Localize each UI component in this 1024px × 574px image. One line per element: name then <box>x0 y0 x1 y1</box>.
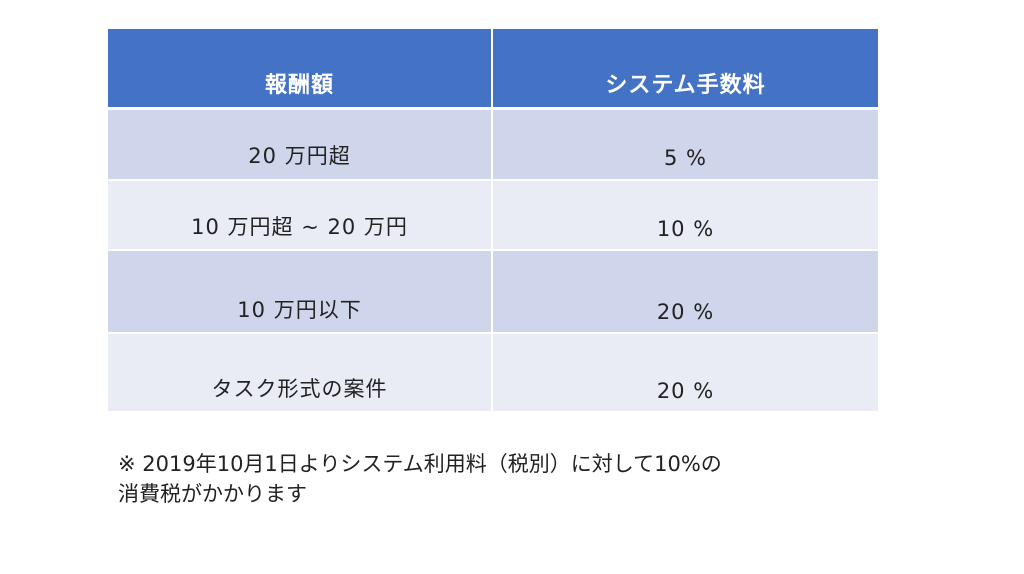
header-amount: 報酬額 <box>108 29 491 107</box>
table-header-row: 報酬額 システム手数料 <box>108 29 878 110</box>
table-row: 10 万円以下 20 % <box>108 251 878 334</box>
amount-cell: 20 万円超 <box>108 110 491 179</box>
fee-cell: 10 % <box>491 181 878 249</box>
fee-cell: 20 % <box>491 334 878 411</box>
tax-note-line-2: 消費税がかかります <box>118 482 307 506</box>
table-row: タスク形式の案件 20 % <box>108 334 878 411</box>
amount-cell: 10 万円超 ~ 20 万円 <box>108 181 491 249</box>
table-row: 20 万円超 5 % <box>108 110 878 181</box>
header-system-fee: システム手数料 <box>491 29 878 107</box>
fee-cell: 20 % <box>491 251 878 332</box>
table-row: 10 万円超 ~ 20 万円 10 % <box>108 181 878 251</box>
amount-cell: 10 万円以下 <box>108 251 491 332</box>
fee-table: 報酬額 システム手数料 20 万円超 5 % 10 万円超 ~ 20 万円 10… <box>108 29 878 411</box>
tax-note-line-1: ※ 2019年10月1日よりシステム利用料（税別）に対して10%の <box>118 452 722 476</box>
tax-note: ※ 2019年10月1日よりシステム利用料（税別）に対して10%の 消費税がかか… <box>118 449 878 509</box>
fee-cell: 5 % <box>491 110 878 179</box>
amount-cell: タスク形式の案件 <box>108 334 491 411</box>
